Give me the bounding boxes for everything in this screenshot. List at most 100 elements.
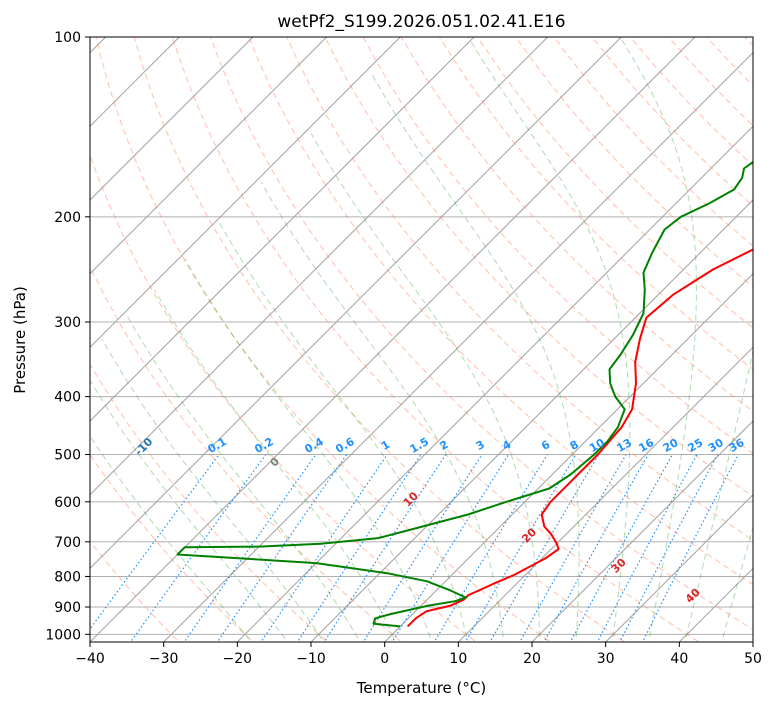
y-tick-label: 1000: [45, 627, 81, 643]
profile-lines: [176, 160, 753, 628]
dry-adiabat-line: [515, 37, 753, 288]
moist-adiabat-line: [310, 133, 541, 642]
isotherm-line: [90, 37, 475, 422]
y-tick-label: 900: [54, 600, 81, 616]
mixing-ratio-label: 0.4: [302, 435, 326, 456]
mixing-ratio-label: 0.1: [206, 435, 229, 456]
moist-adiabat-label: 10: [401, 489, 421, 509]
moist-adiabat-line: [90, 379, 289, 642]
y-tick-label: 600: [54, 495, 81, 511]
mixing-ratio-line: [183, 454, 317, 642]
mixing-ratio-line: [391, 454, 510, 642]
moist-adiabat-line: [467, 37, 631, 642]
x-tick-label: 0: [380, 651, 389, 667]
mixing-ratio-line: [90, 454, 220, 631]
moist-adiabat-line: [619, 37, 697, 642]
dry-adiabat-line: [591, 37, 753, 207]
x-tick-label: 10: [449, 651, 467, 667]
isotherm-line: [678, 567, 753, 642]
moist-adiabat-line: [219, 222, 469, 642]
y-axis-label: Pressure (hPa): [11, 286, 29, 394]
mixing-ratio-line: [296, 454, 422, 642]
isotherm-line: [90, 37, 401, 349]
y-tick-label: 100: [54, 30, 81, 46]
mixing-ratio-line: [619, 454, 719, 642]
moist-adiabat-label: 20: [519, 525, 539, 545]
moist-adiabat-line: [184, 258, 433, 642]
dry-adiabat-line: [90, 453, 254, 642]
x-tick-label: 30: [597, 651, 615, 667]
mixing-ratio-label: 3: [474, 438, 487, 453]
moist-adiabat-label: 30: [609, 555, 629, 575]
x-tick-label: −30: [149, 651, 179, 667]
mixing-ratio-line: [362, 454, 483, 642]
isotherm-line: [605, 493, 753, 642]
isotherm-line: [384, 272, 753, 642]
x-tick-label: −10: [296, 651, 326, 667]
dry-adiabat-line: [171, 37, 700, 642]
isotherm-line: [310, 199, 753, 642]
isotherm-line: [752, 641, 753, 642]
y-tick-label: 500: [54, 448, 81, 464]
dry-adiabat-line: [90, 265, 403, 642]
isotherm-line: [90, 37, 696, 642]
mixing-ratio-label: 10: [587, 436, 607, 455]
moist-adiabat-line: [684, 348, 753, 642]
mixing-ratio-line: [129, 454, 267, 642]
x-tick-label: −40: [75, 651, 105, 667]
x-tick-label: 20: [523, 651, 541, 667]
dry-adiabat-line: [286, 37, 753, 541]
moist-adiabat-label: 40: [683, 585, 703, 605]
isotherm-line: [163, 51, 753, 642]
y-tick-label: 700: [54, 535, 81, 551]
mixing-ratio-line: [596, 454, 698, 642]
dry-adiabat-line: [95, 37, 552, 642]
isotherm-line: [457, 346, 753, 642]
isotherm-line: [90, 37, 254, 201]
temperature-line: [406, 248, 753, 628]
dry-adiabat-line: [362, 37, 753, 455]
mixing-ratio-label: 6: [539, 438, 552, 453]
dewpoint-line: [176, 160, 753, 628]
dry-adiabat-line: [744, 37, 753, 47]
background-lines: [90, 37, 753, 642]
x-axis-label: Temperature (°C): [356, 679, 486, 697]
chart-title: wetPf2_S199.2026.051.02.41.E16: [277, 12, 565, 32]
mixing-ratio-label: 8: [568, 438, 581, 453]
moist-adiabat-line: [90, 435, 252, 642]
isotherm-line: [531, 420, 753, 642]
dry-adiabat-line: [209, 37, 753, 631]
y-tick-label: 300: [54, 315, 81, 331]
dry-adiabat-line: [133, 37, 626, 642]
mixing-ratio-label: 25: [685, 436, 705, 455]
dry-adiabat-line: [477, 37, 753, 329]
mixing-ratio-line: [260, 454, 388, 642]
mixing-ratio-label: 13: [614, 436, 634, 455]
x-tick-label: −20: [223, 651, 253, 667]
isotherm-line: [90, 37, 328, 275]
dry-adiabat-line: [400, 37, 753, 412]
dry-adiabat-line: [324, 37, 753, 498]
x-tick-label: 40: [670, 651, 688, 667]
moist-adiabat-line: [721, 525, 753, 642]
dry-adiabat-line: [90, 153, 477, 642]
y-tick-label: 400: [54, 390, 81, 406]
mixing-ratio-line: [569, 454, 673, 642]
dry-adiabat-line: [438, 37, 753, 370]
dry-adiabat-line: [248, 37, 753, 586]
mixing-ratio-label: 1: [379, 438, 392, 453]
moist-adiabat-line: [101, 338, 325, 642]
mixing-ratio-line: [464, 454, 577, 642]
mixing-ratio-line: [216, 454, 348, 642]
isotherm-line: [90, 37, 622, 570]
axes: −40 −30 −20 −10 0 10 20 30 40 50 1000 900 800 700 600 5…: [45, 30, 762, 667]
y-tick-label: 200: [54, 210, 81, 226]
moist-adiabat-line: [154, 289, 397, 642]
mixing-ratio-line: [323, 454, 447, 642]
moist-adiabat-line: [125, 312, 361, 642]
dry-adiabat-line: [90, 363, 329, 642]
isotherm-line: [90, 37, 549, 496]
moist-adiabat-line: [260, 181, 505, 642]
x-tick-label: 50: [744, 651, 762, 667]
